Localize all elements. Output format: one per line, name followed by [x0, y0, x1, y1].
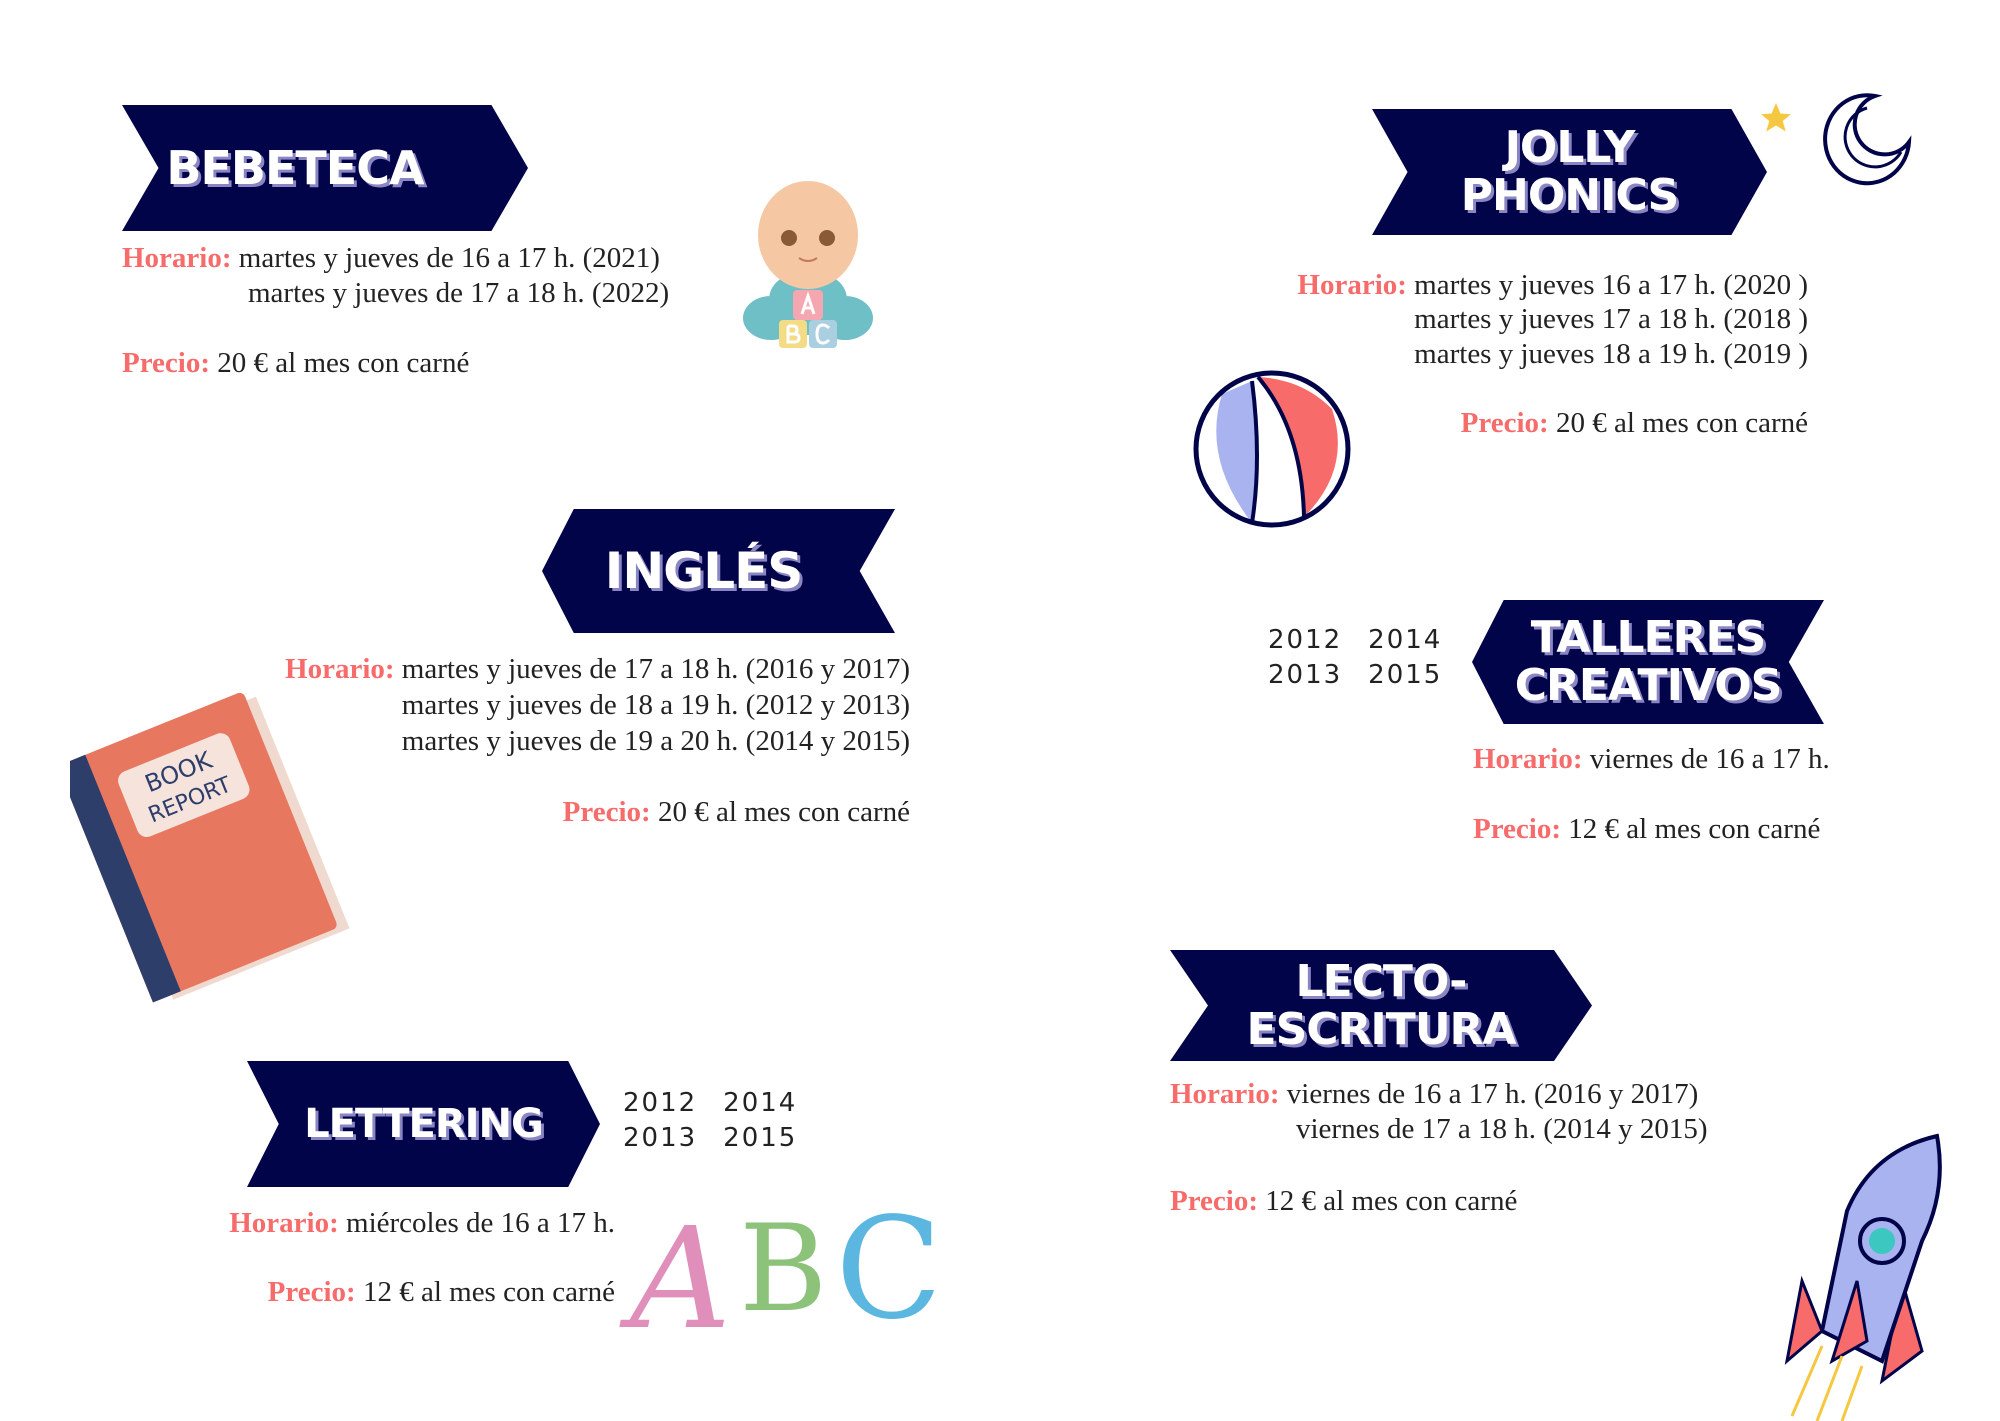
jolly-title-line-2: PHONICS: [1460, 170, 1679, 221]
precio-label: Precio:: [1460, 407, 1549, 439]
abc-lettering-illustration: A B C: [630, 1160, 942, 1361]
beach-ball-illustration: [1193, 370, 1351, 528]
ingles-horario-3: martes y jueves de 19 a 20 h. (2014 y 20…: [401, 725, 910, 757]
bebeteca-title: BEBETECA: [166, 141, 424, 195]
lecto-horario-1: Horario: viernes de 16 a 17 h. (2016 y 2…: [1170, 1077, 1698, 1111]
price-text: 20 € al mes con carné: [657, 796, 910, 828]
bebeteca-precio: Precio: 20 € al mes con carné: [122, 346, 469, 380]
jolly-phonics-banner: JOLLY PHONICS: [1372, 109, 1767, 235]
lecto-escritura-banner: LECTO- ESCRITURA: [1170, 950, 1592, 1061]
schedule-text: viernes de 16 a 17 h.: [1589, 743, 1830, 775]
letter-a: A: [630, 1198, 732, 1361]
letter-c: C: [835, 1188, 943, 1351]
horario-label: Horario:: [1170, 1078, 1280, 1110]
book-report-illustration: BOOK REPORT: [70, 692, 350, 1003]
talleres-title-line-1: TALLERES: [1530, 612, 1766, 663]
price-text: 12 € al mes con carné: [362, 1276, 615, 1308]
jolly-horario-1: Horario: martes y jueves 16 a 17 h. (202…: [1297, 268, 1808, 302]
jolly-title-line-1: JOLLY: [1504, 122, 1636, 173]
precio-label: Precio:: [122, 347, 211, 379]
year: 2014: [723, 1088, 798, 1118]
jolly-precio: Precio: 20 € al mes con carné: [1461, 406, 1808, 440]
year: 2012: [623, 1088, 698, 1118]
year: 2013: [623, 1123, 698, 1153]
lecto-title-line-1: LECTO-: [1295, 955, 1468, 1007]
bebeteca-horario-1: Horario: martes y jueves de 16 a 17 h. (…: [122, 241, 660, 275]
year: 2015: [723, 1123, 798, 1153]
schedule-text: martes y jueves de 17 a 18 h. (2016 y 20…: [401, 653, 910, 685]
bebeteca-horario-2: martes y jueves de 17 a 18 h. (2022): [248, 277, 670, 309]
price-text: 12 € al mes con carné: [1568, 813, 1821, 845]
lettering-title: LETTERING: [304, 1101, 544, 1147]
lecto-horario-2: viernes de 17 a 18 h. (2014 y 2015): [1296, 1113, 1708, 1145]
schedule-text: martes y jueves de 16 a 17 h. (2021): [238, 242, 660, 274]
ingles-horario-2: martes y jueves de 18 a 19 h. (2012 y 20…: [401, 689, 910, 721]
talleres-banner: TALLERES CREATIVOS: [1472, 600, 1824, 724]
precio-label: Precio:: [562, 796, 651, 828]
ingles-title: INGLÉS: [604, 542, 804, 600]
jolly-horario-2: martes y jueves 17 a 18 h. (2018 ): [1414, 303, 1808, 335]
horario-label: Horario:: [122, 242, 232, 274]
horario-label: Horario:: [285, 653, 395, 685]
horario-label: Horario:: [1473, 743, 1583, 775]
star-icon: [1761, 103, 1791, 132]
year: 2012: [1268, 625, 1343, 655]
schedule-text: martes y jueves 16 a 17 h. (2020 ): [1414, 269, 1808, 301]
talleres-title-line-2: CREATIVOS: [1514, 660, 1783, 711]
precio-label: Precio:: [1473, 813, 1562, 845]
talleres-horario: Horario: viernes de 16 a 17 h.: [1473, 742, 1830, 776]
schedule-text: miércoles de 16 a 17 h.: [346, 1207, 615, 1239]
jolly-horario-3: martes y jueves 18 a 19 h. (2019 ): [1414, 338, 1808, 370]
year: 2014: [1368, 625, 1443, 655]
horario-label: Horario:: [1297, 269, 1407, 301]
lettering-years: 2012 2014 2013 2015: [623, 1086, 797, 1156]
schedule-text: viernes de 16 a 17 h. (2016 y 2017): [1286, 1078, 1699, 1110]
baby-illustration: [743, 181, 873, 348]
moon-icon: [1823, 93, 1912, 186]
talleres-years: 2012 2014 2013 2015: [1268, 623, 1442, 693]
ingles-precio: Precio: 20 € al mes con carné: [563, 795, 910, 829]
year: 2013: [1268, 660, 1343, 690]
horario-label: Horario:: [229, 1207, 339, 1239]
ingles-banner: INGLÉS: [542, 509, 895, 633]
lettering-banner: LETTERING: [247, 1061, 600, 1187]
lecto-title-line-2: ESCRITURA: [1246, 1003, 1517, 1055]
lecto-precio: Precio: 12 € al mes con carné: [1170, 1184, 1517, 1218]
lettering-horario: Horario: miércoles de 16 a 17 h.: [229, 1206, 615, 1240]
precio-label: Precio:: [267, 1276, 356, 1308]
price-text: 20 € al mes con carné: [1555, 407, 1808, 439]
bebeteca-banner: BEBETECA: [122, 105, 528, 231]
letter-b: B: [739, 1200, 828, 1339]
precio-label: Precio:: [1170, 1185, 1259, 1217]
talleres-precio: Precio: 12 € al mes con carné: [1473, 812, 1820, 846]
ingles-horario-1: Horario: martes y jueves de 17 a 18 h. (…: [285, 652, 910, 686]
year: 2015: [1368, 660, 1443, 690]
price-text: 12 € al mes con carné: [1265, 1185, 1518, 1217]
rocket-illustration: [1784, 1133, 1942, 1421]
price-text: 20 € al mes con carné: [217, 347, 470, 379]
lettering-precio: Precio: 12 € al mes con carné: [268, 1275, 615, 1309]
